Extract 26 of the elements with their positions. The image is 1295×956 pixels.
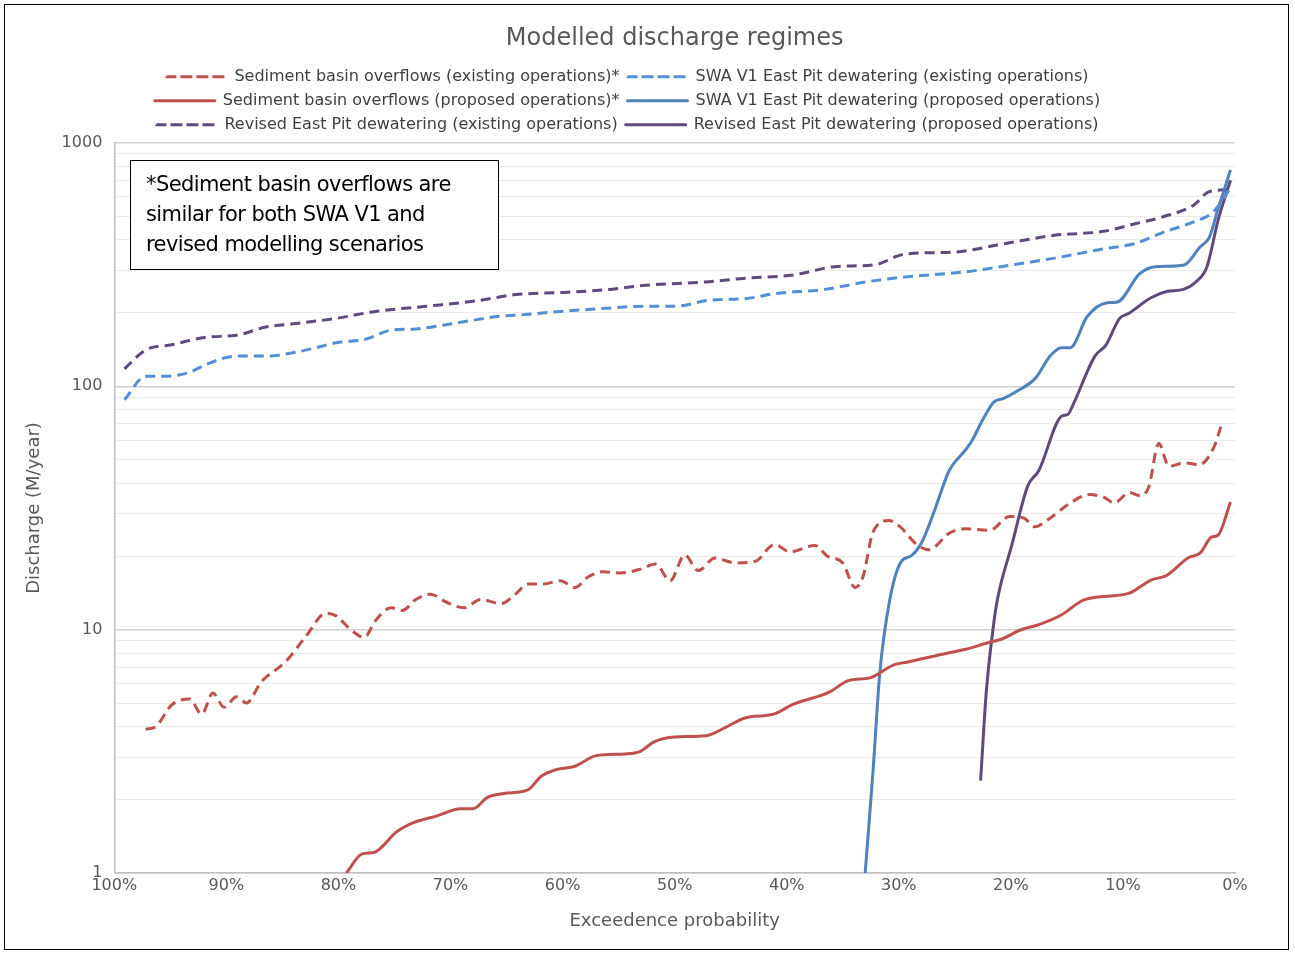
y-axis-title: Discharge (M/year)	[22, 422, 44, 594]
legend-label: SWA V1 East Pit dewatering (existing operations)	[695, 65, 1089, 85]
chart-title: Modelled discharge regimes	[505, 22, 844, 51]
x-tick-label: 20%	[993, 874, 1029, 894]
x-tick-label: 40%	[768, 874, 805, 894]
x-tick-label: 90%	[208, 874, 245, 894]
legend-label: SWA V1 East Pit dewatering (proposed operations)	[695, 89, 1101, 109]
x-tick-label: 60%	[544, 874, 581, 894]
x-tick-label: 50%	[656, 874, 693, 894]
legend-label: Sediment basin overflows (proposed operations)*	[222, 89, 620, 109]
x-tick-label: 10%	[1105, 874, 1141, 894]
x-tick-label: 80%	[320, 874, 357, 894]
x-axis-title: Exceedence probability	[569, 908, 781, 930]
x-tick-label: 0%	[1222, 874, 1248, 894]
annotation: *Sediment basin overflows are similar for both SWA V1 and revised modelling scenarios	[130, 160, 499, 270]
x-tick-label: 70%	[432, 874, 469, 894]
line-series	[144, 423, 1224, 731]
legend-label: Revised East Pit dewatering (existing operations)	[224, 113, 618, 133]
legend-label: Revised East Pit dewatering (proposed operations)	[693, 113, 1099, 133]
x-tick-label: 30%	[881, 874, 917, 894]
y-tick-label: 100	[71, 375, 103, 395]
y-tick-label: 10	[81, 618, 103, 638]
line-series	[863, 168, 1233, 874]
y-tick-label: 1000	[61, 131, 103, 151]
legend-label: Sediment basin overflows (existing operations)*	[234, 65, 620, 85]
line-series	[344, 500, 1233, 874]
